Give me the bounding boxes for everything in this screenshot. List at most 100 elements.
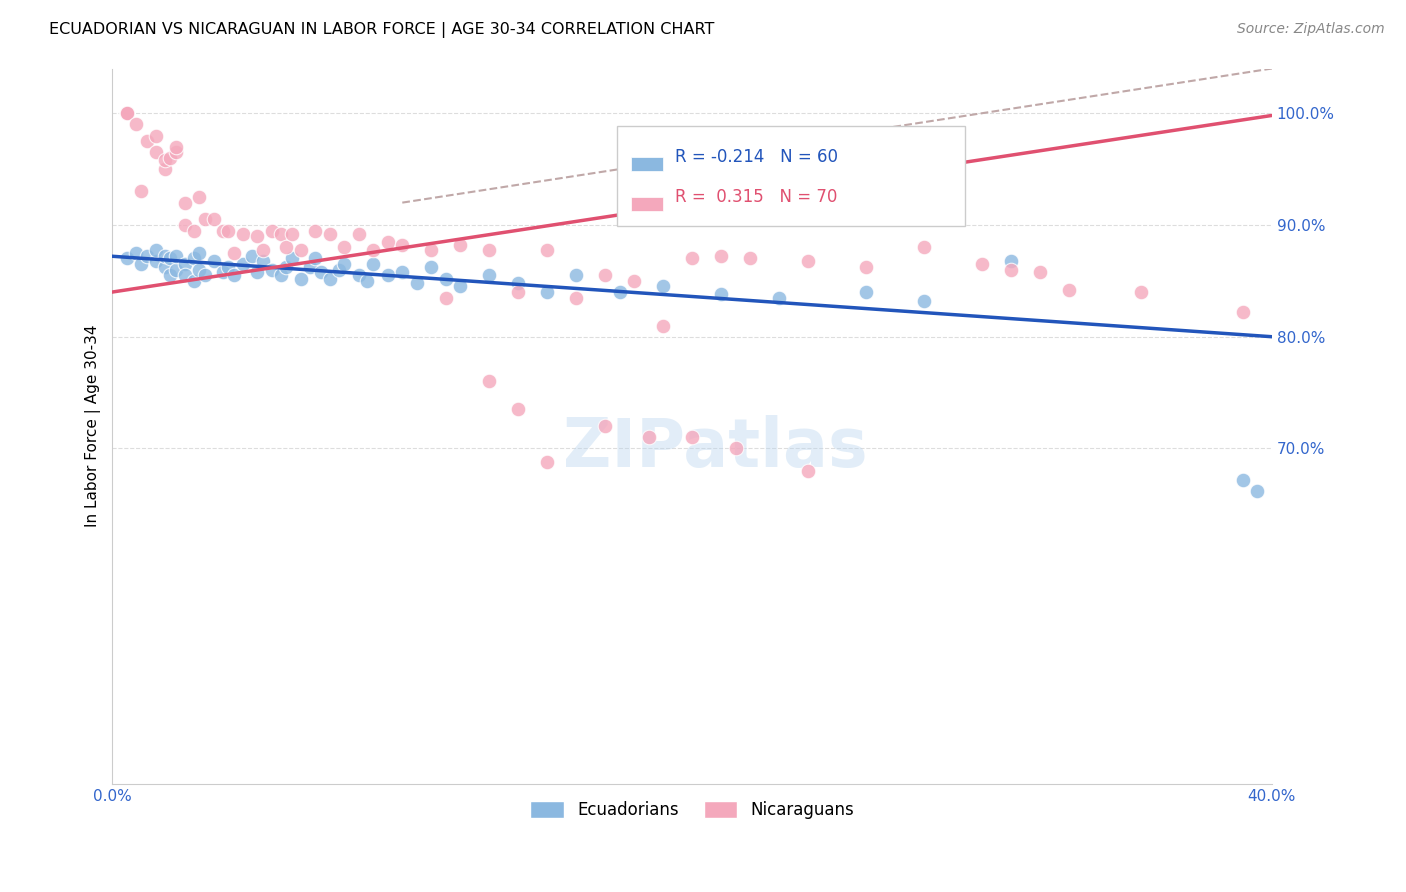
- Point: [153, 249, 176, 263]
- Point: [115, 106, 138, 120]
- Point: [768, 291, 790, 305]
- Point: [165, 140, 187, 154]
- Point: [260, 223, 283, 237]
- Point: [194, 268, 217, 283]
- Point: [593, 419, 616, 434]
- Point: [183, 274, 205, 288]
- Point: [136, 249, 159, 263]
- Point: [165, 249, 187, 263]
- Point: [405, 276, 427, 290]
- Point: [681, 252, 703, 266]
- Point: [434, 271, 457, 285]
- Point: [246, 265, 269, 279]
- Point: [115, 106, 138, 120]
- Point: [1000, 253, 1022, 268]
- Point: [165, 262, 187, 277]
- Point: [536, 285, 558, 299]
- Point: [173, 268, 195, 283]
- Text: Source: ZipAtlas.com: Source: ZipAtlas.com: [1237, 22, 1385, 37]
- Point: [309, 265, 332, 279]
- Point: [211, 265, 233, 279]
- Point: [131, 257, 153, 271]
- Point: [710, 287, 733, 301]
- Point: [252, 243, 274, 257]
- Point: [1130, 285, 1153, 299]
- Point: [478, 268, 501, 283]
- Point: [652, 318, 675, 333]
- Point: [173, 257, 195, 271]
- Point: [202, 253, 225, 268]
- Point: [740, 252, 762, 266]
- Point: [304, 252, 326, 266]
- Point: [232, 227, 254, 241]
- Point: [420, 260, 443, 275]
- Point: [145, 243, 167, 257]
- Point: [224, 246, 246, 260]
- Point: [188, 246, 211, 260]
- Point: [508, 276, 530, 290]
- Point: [797, 253, 820, 268]
- Point: [449, 238, 471, 252]
- Point: [508, 285, 530, 299]
- Point: [290, 243, 312, 257]
- Y-axis label: In Labor Force | Age 30-34: In Labor Force | Age 30-34: [86, 325, 101, 527]
- Point: [434, 291, 457, 305]
- Point: [232, 257, 254, 271]
- Point: [115, 106, 138, 120]
- Point: [377, 268, 399, 283]
- Bar: [631, 157, 664, 170]
- Point: [1246, 483, 1268, 498]
- Point: [124, 117, 146, 131]
- Point: [420, 243, 443, 257]
- Point: [377, 235, 399, 249]
- Point: [333, 257, 356, 271]
- Point: [593, 268, 616, 283]
- Point: [347, 227, 370, 241]
- Point: [153, 162, 176, 177]
- Point: [240, 249, 263, 263]
- Point: [159, 268, 181, 283]
- Point: [115, 252, 138, 266]
- Point: [565, 291, 588, 305]
- Point: [363, 257, 385, 271]
- Point: [536, 243, 558, 257]
- Point: [224, 268, 246, 283]
- Point: [153, 260, 176, 275]
- Point: [145, 128, 167, 143]
- Point: [211, 223, 233, 237]
- Point: [1232, 473, 1254, 487]
- FancyBboxPatch shape: [617, 126, 965, 226]
- Point: [797, 464, 820, 478]
- Point: [623, 274, 645, 288]
- Point: [363, 243, 385, 257]
- Point: [246, 229, 269, 244]
- Point: [159, 151, 181, 165]
- Point: [970, 257, 993, 271]
- Point: [145, 253, 167, 268]
- Point: [136, 134, 159, 148]
- Point: [391, 238, 413, 252]
- Point: [188, 262, 211, 277]
- Point: [912, 293, 935, 308]
- Point: [252, 253, 274, 268]
- Point: [565, 268, 588, 283]
- Point: [217, 223, 239, 237]
- Point: [183, 223, 205, 237]
- Point: [681, 430, 703, 444]
- Point: [356, 274, 378, 288]
- Text: R = -0.214   N = 60: R = -0.214 N = 60: [675, 148, 838, 166]
- Point: [188, 190, 211, 204]
- Point: [276, 260, 298, 275]
- Point: [449, 279, 471, 293]
- Point: [1057, 283, 1080, 297]
- Point: [536, 455, 558, 469]
- Text: ZIPatlas: ZIPatlas: [562, 415, 868, 481]
- Point: [319, 271, 342, 285]
- Point: [159, 252, 181, 266]
- Point: [131, 185, 153, 199]
- Point: [855, 260, 877, 275]
- Point: [912, 240, 935, 254]
- Point: [202, 212, 225, 227]
- Point: [304, 223, 326, 237]
- Point: [637, 430, 659, 444]
